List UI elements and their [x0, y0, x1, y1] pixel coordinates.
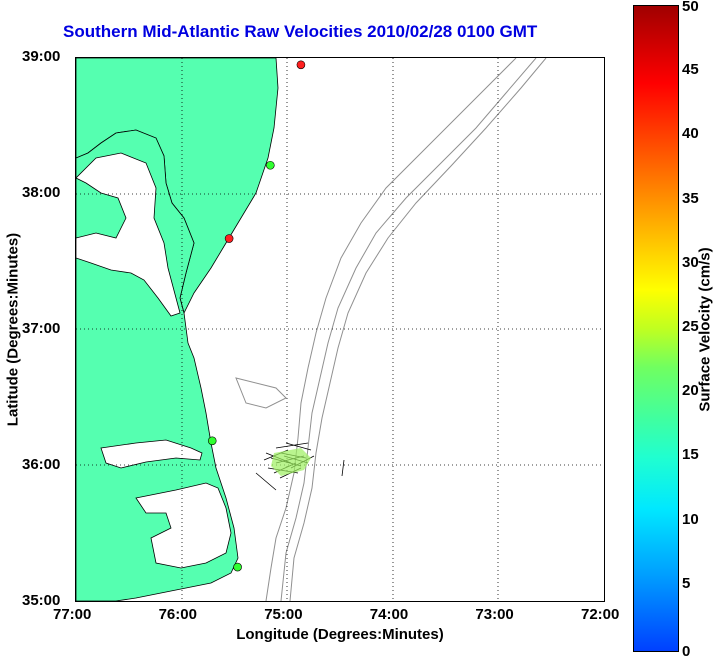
x-axis-label: Longitude (Degrees:Minutes) [236, 626, 444, 643]
x-tick-label: 77:00 [53, 606, 92, 623]
bathymetry-contour [280, 58, 537, 601]
colorbar [633, 5, 679, 652]
albemarle-sound [100, 439, 203, 469]
colorbar-tick-label: 15 [682, 446, 699, 464]
map-plot [75, 57, 605, 602]
map-svg [76, 58, 604, 601]
x-tick-label: 76:00 [158, 606, 197, 623]
station-marker [266, 160, 275, 170]
colorbar-tick-label: 50 [682, 0, 699, 15]
colorbar-tick-label: 20 [682, 382, 699, 400]
x-tick-label: 72:00 [581, 606, 620, 623]
y-tick-label: 39:00 [22, 48, 61, 65]
x-tick-label: 75:00 [264, 606, 303, 623]
bathymetry-contour [235, 377, 287, 409]
map-title: Southern Mid-Atlantic Raw Velocities 201… [63, 22, 538, 41]
velocity-fill [271, 448, 311, 476]
y-tick-label: 38:00 [22, 184, 61, 201]
bathymetry-contour [265, 58, 517, 601]
bathymetry-contour [289, 58, 547, 601]
station-marker [233, 562, 242, 572]
station-marker [224, 234, 234, 243]
y-tick-label: 35:00 [22, 592, 61, 609]
colorbar-tick-label: 30 [682, 253, 699, 271]
colorbar-tick-label: 0 [682, 643, 691, 660]
colorbar-tick-label: 10 [682, 510, 699, 528]
pamlico-sound [135, 482, 232, 569]
y-tick-label: 36:00 [22, 456, 61, 473]
x-tick-label: 74:00 [369, 606, 409, 623]
colorbar-tick-label: 45 [682, 61, 699, 79]
colorbar-tick-label: 25 [682, 318, 699, 335]
grid-lines [76, 58, 604, 601]
chesapeake-bay [76, 152, 181, 317]
colorbar-tick-label: 5 [682, 574, 691, 592]
colorbar-tick-label: 35 [682, 189, 699, 207]
station-markers [207, 60, 306, 572]
colorbar-tick-label: 40 [682, 125, 699, 143]
y-tick-label: 37:00 [22, 320, 61, 337]
x-tick-label: 73:00 [475, 606, 514, 623]
station-marker [296, 60, 306, 70]
station-marker [207, 436, 217, 446]
